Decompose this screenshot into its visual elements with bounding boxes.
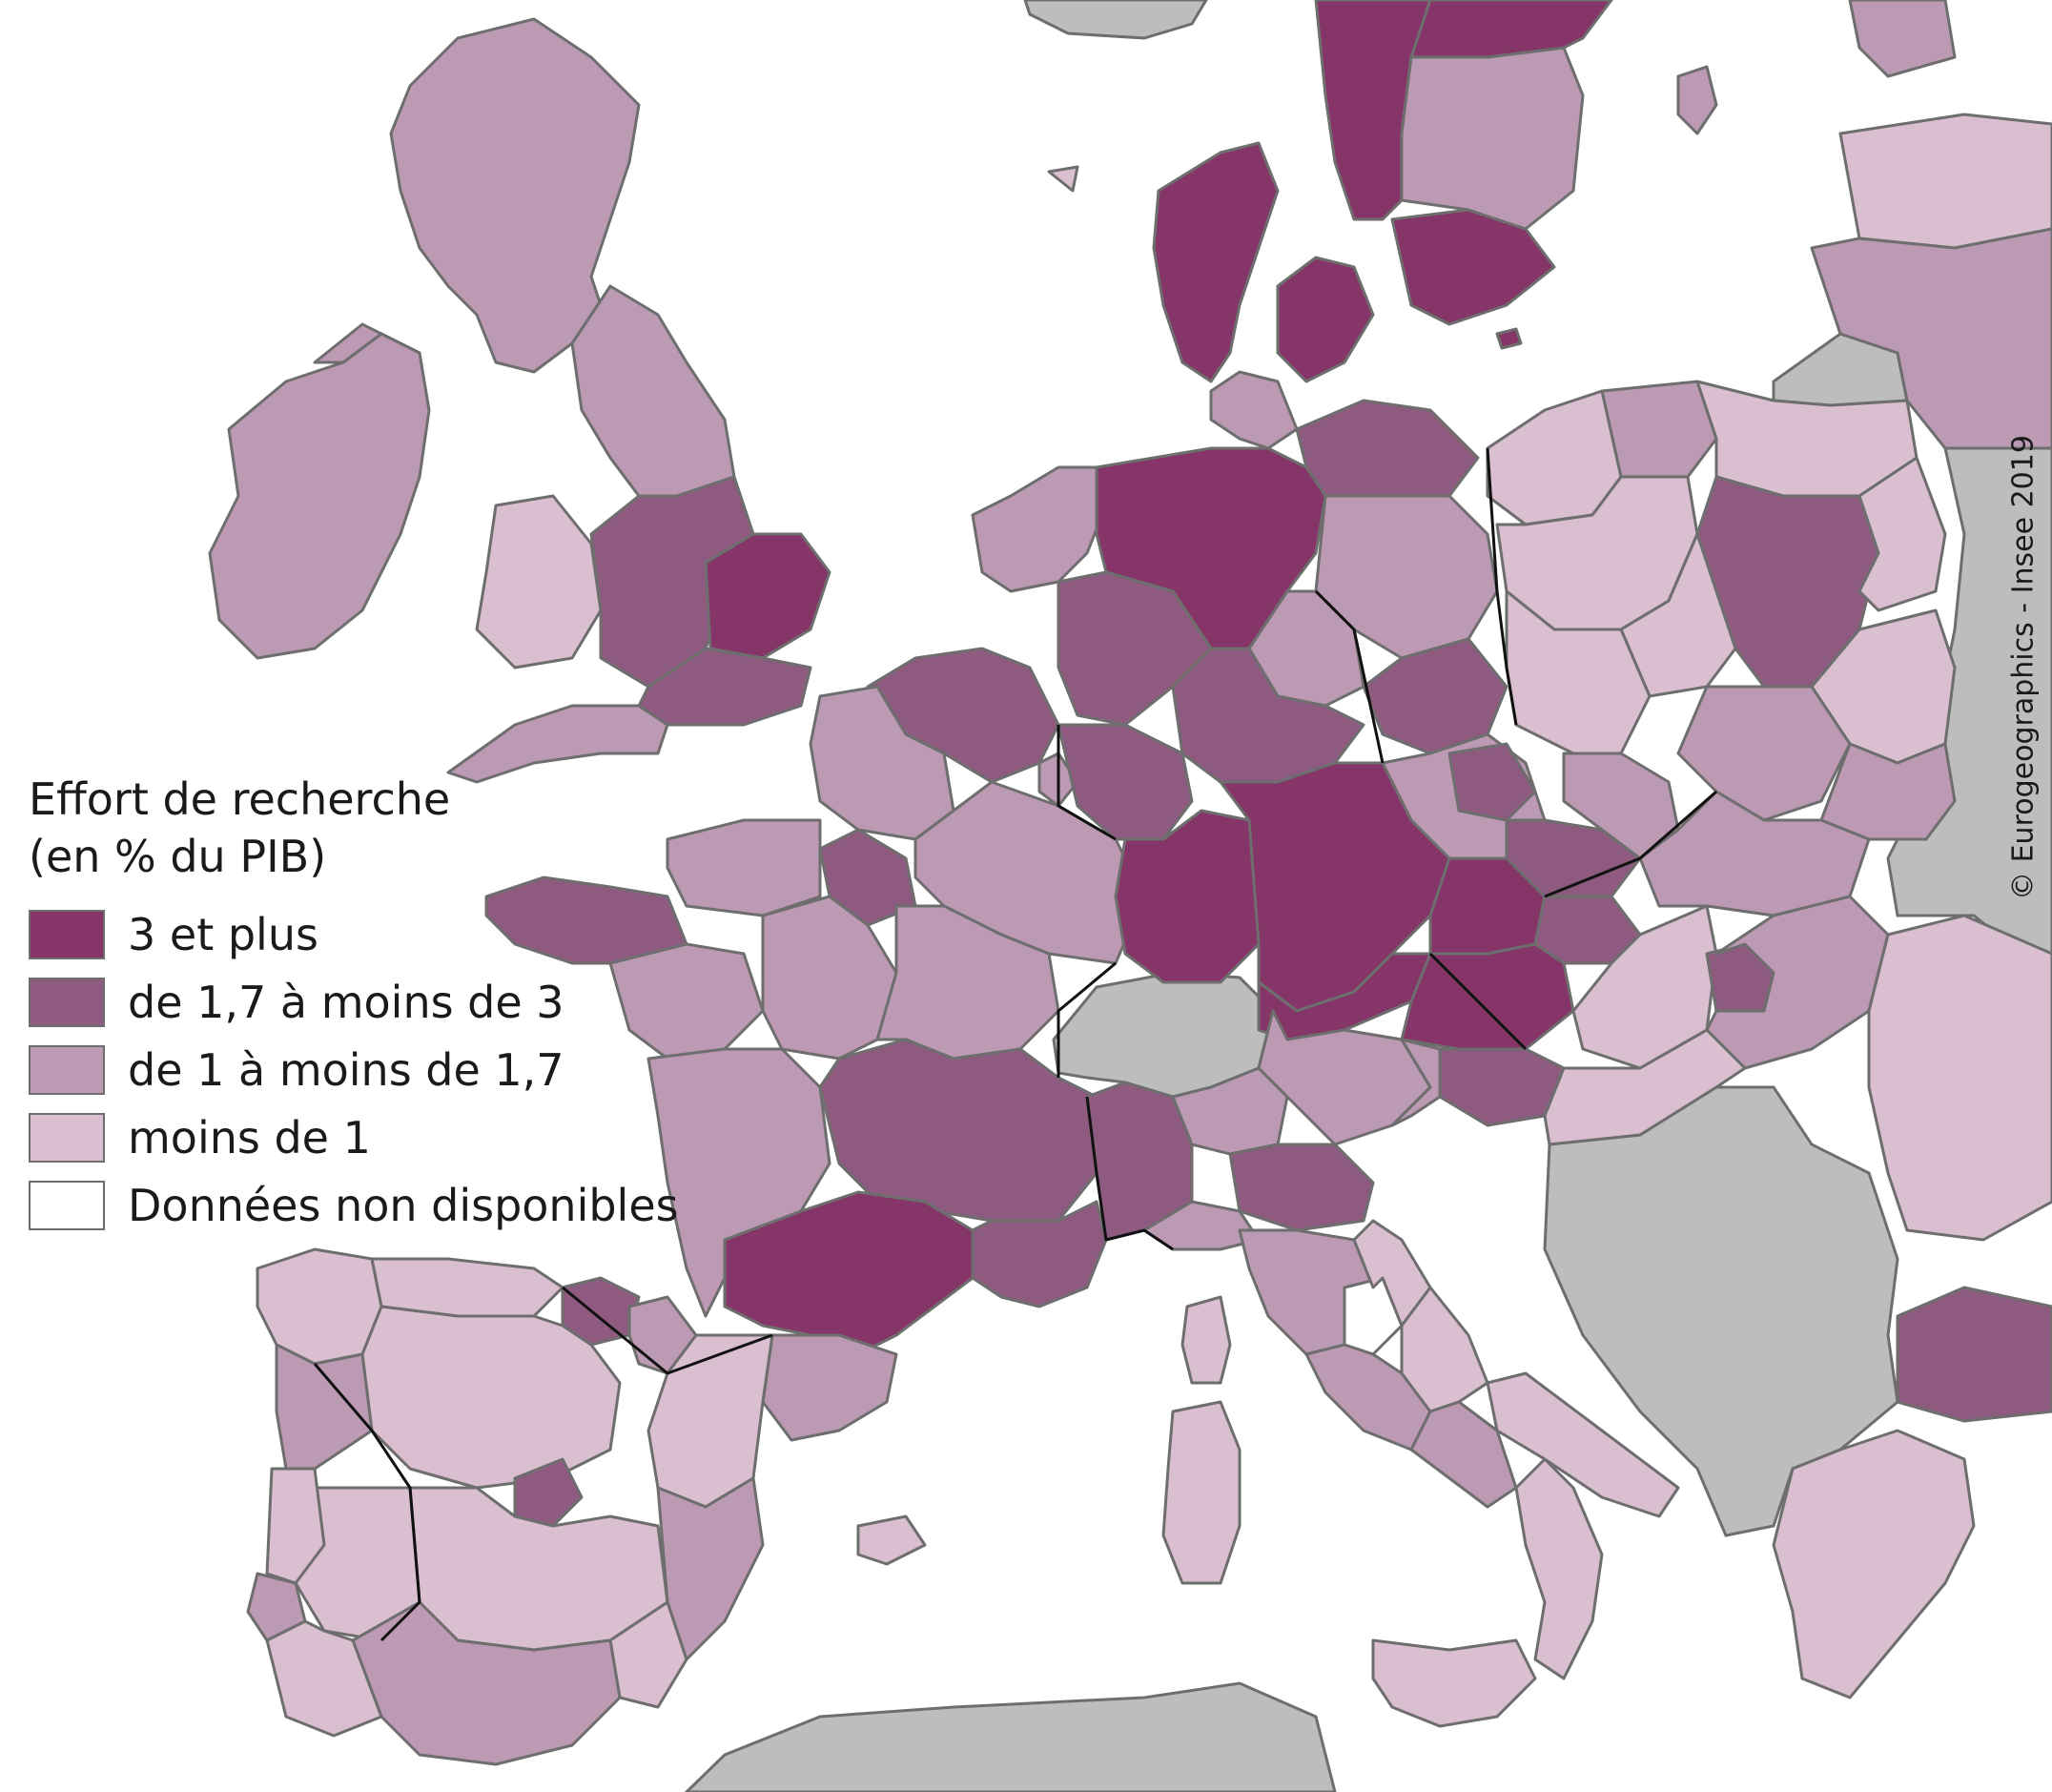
region-north-england (570, 284, 736, 498)
region-occitanie (723, 1190, 975, 1356)
legend-label: Données non disponibles (128, 1179, 679, 1231)
region-castilla-leon (360, 1305, 622, 1490)
region-rheinland-pfalz-saar (1057, 723, 1194, 841)
legend-swatch (29, 1112, 105, 1163)
region-latvia (1810, 227, 2052, 450)
region-wales (475, 494, 603, 669)
islands (1047, 65, 1718, 350)
region-malopolskie (1676, 685, 1852, 822)
legend-label: moins de 1 (128, 1111, 371, 1164)
region-andalucia (351, 1600, 622, 1766)
legend-item: 3 et plus (29, 900, 679, 968)
region-portugal-north (275, 1343, 374, 1471)
norway-tip (1023, 0, 1208, 40)
region-madrid (513, 1457, 584, 1528)
region-friuli (1390, 1038, 1442, 1127)
region-auvergne-rhone-alpes (818, 1038, 1098, 1223)
region-denmark-zealand (1276, 256, 1375, 383)
region-puglia (1486, 1371, 1680, 1518)
region-emilia-romagna (1228, 1143, 1375, 1232)
region-east-england (704, 532, 831, 660)
legend-title-line2: (en % du PIB) (29, 831, 327, 882)
region-lombardia (1171, 1066, 1289, 1156)
region-portugal-centre (265, 1467, 326, 1585)
region-alentejo-algarve (265, 1619, 383, 1738)
legend-item: de 1,7 à moins de 3 (29, 968, 679, 1036)
region-romania (1867, 914, 2052, 1242)
region-baleares (856, 1514, 927, 1566)
region-hessen-thuringen (1171, 647, 1365, 784)
legend-label: de 1 à moins de 1,7 (128, 1043, 564, 1096)
legend-swatch (29, 1044, 105, 1095)
legend-swatch (29, 1180, 105, 1230)
region-lodzkie (1619, 532, 1737, 698)
legend: Effort de recherche (en % du PIB) 3 et p… (29, 771, 679, 1239)
region-croatia (1543, 1028, 1747, 1146)
region-podlaskie (1857, 456, 1947, 612)
region-abruzzo-molise (1400, 1286, 1489, 1413)
region-basilicata-calabria (1514, 1457, 1604, 1680)
country-borders (313, 447, 1717, 1642)
western-balkans (1543, 1085, 1899, 1537)
copyright-credit: © Eurogeographics - Insee 2019 (2006, 435, 2041, 900)
region-sweden-smaland (1400, 46, 1585, 231)
region-mecklenburg (1295, 399, 1480, 498)
region-south-west-england (446, 704, 669, 784)
region-sachsen (1362, 637, 1508, 755)
legend-item: moins de 1 (29, 1103, 679, 1171)
legend-title-line1: Effort de recherche (29, 773, 451, 825)
region-prague (1447, 742, 1537, 822)
region-denmark-jutland (1152, 141, 1280, 383)
region-cataluna (761, 1333, 898, 1442)
region-sardegna (1161, 1400, 1241, 1585)
legend-item: Données non disponibles (29, 1171, 679, 1239)
regions (208, 0, 2052, 1766)
legend-item: de 1 à moins de 1,7 (29, 1036, 679, 1103)
region-pays-de-la-loire (608, 942, 765, 1061)
legend-label: de 1,7 à moins de 3 (128, 976, 564, 1028)
region-bulgaria (1896, 1286, 2052, 1423)
region-netherlands (971, 465, 1108, 593)
region-bayern (1219, 761, 1451, 1013)
region-lithuania (1838, 113, 2052, 250)
region-greece (1772, 1429, 1976, 1699)
region-northern-ireland (313, 322, 421, 364)
region-ireland (208, 332, 431, 660)
legend-items: 3 et plus de 1,7 à moins de 3 de 1 à moi… (29, 900, 679, 1239)
legend-label: 3 et plus (128, 908, 318, 960)
region-marche (1352, 1219, 1432, 1328)
region-sweden-east (1409, 0, 1613, 59)
region-corsica (1180, 1295, 1232, 1385)
region-scotland (389, 17, 641, 374)
region-paca (971, 1200, 1108, 1308)
region-sicilia (1371, 1638, 1537, 1728)
legend-swatch (29, 909, 105, 959)
legend-swatch (29, 977, 105, 1027)
region-estonia (1848, 0, 1957, 78)
region-campania (1409, 1400, 1518, 1509)
region-schleswig-holstein (1209, 370, 1299, 450)
region-normandie (666, 818, 822, 917)
region-austria-south (1400, 942, 1575, 1051)
north-africa (684, 1681, 1337, 1792)
